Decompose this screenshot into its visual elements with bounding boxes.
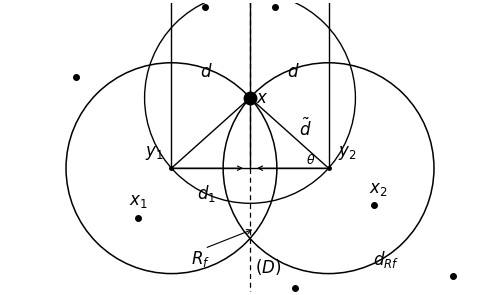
Text: $\tilde{d}$: $\tilde{d}$ bbox=[299, 118, 312, 140]
Text: $d$: $d$ bbox=[287, 63, 300, 81]
Text: $d_{Rf}$: $d_{Rf}$ bbox=[374, 249, 400, 270]
Text: $x$: $x$ bbox=[256, 89, 268, 107]
Text: $\theta$: $\theta$ bbox=[306, 153, 315, 167]
Text: $x_2$: $x_2$ bbox=[369, 180, 388, 198]
Text: $d$: $d$ bbox=[200, 63, 213, 81]
Text: $(D)$: $(D)$ bbox=[255, 258, 281, 277]
Text: $R_f$: $R_f$ bbox=[191, 249, 210, 269]
Text: $d_1$: $d_1$ bbox=[197, 183, 216, 204]
Text: $y_2$: $y_2$ bbox=[338, 144, 357, 162]
Text: $x_1$: $x_1$ bbox=[129, 192, 148, 210]
Text: $y_1$: $y_1$ bbox=[144, 144, 163, 162]
